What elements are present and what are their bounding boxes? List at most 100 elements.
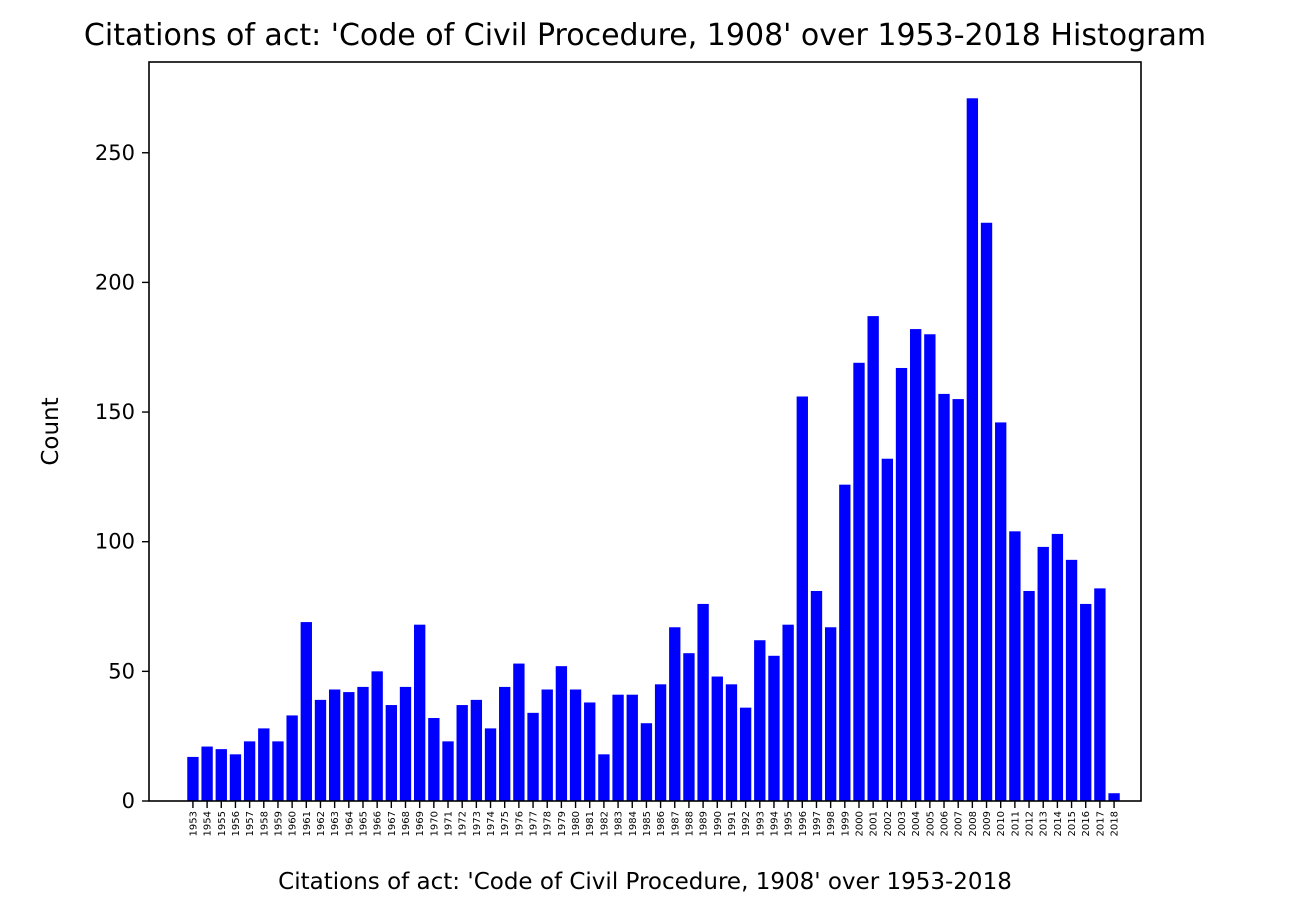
x-tick-label: 1994 — [769, 811, 780, 836]
x-tick-label: 1960 — [288, 811, 299, 836]
y-tick-label: 250 — [95, 141, 135, 165]
x-tick-label: 1996 — [798, 811, 809, 836]
x-tick-label: 1967 — [387, 811, 398, 836]
x-tick-label: 2002 — [883, 811, 894, 836]
bar-2006 — [938, 393, 950, 801]
x-tick-label: 1961 — [302, 811, 313, 836]
bar-1995 — [782, 624, 794, 801]
bar-1977 — [527, 712, 539, 801]
bar-2018 — [1108, 793, 1120, 801]
bar-2003 — [895, 367, 908, 801]
x-tick-label: 2017 — [1095, 811, 1106, 836]
x-tick-label: 1995 — [784, 811, 795, 836]
bar-1983 — [612, 694, 624, 801]
x-tick-label: 1998 — [826, 811, 837, 836]
bar-2011 — [1009, 531, 1021, 801]
x-tick-label: 1959 — [273, 811, 284, 836]
bar-2008 — [966, 98, 979, 802]
bar-1969 — [414, 624, 426, 801]
bar-1966 — [371, 671, 383, 801]
bar-1960 — [286, 715, 298, 801]
x-tick-label: 1958 — [259, 811, 270, 836]
bar-1970 — [428, 718, 440, 801]
x-tick-label: 1984 — [628, 811, 639, 836]
x-tick-label: 1974 — [486, 811, 497, 836]
y-tick-label: 50 — [108, 659, 135, 683]
bar-1984 — [626, 694, 638, 801]
x-tick-label: 1990 — [713, 811, 724, 836]
x-tick-label: 1953 — [188, 811, 199, 836]
bar-2010 — [995, 422, 1007, 801]
x-tick-label: 2015 — [1067, 811, 1078, 836]
bar-2000 — [853, 362, 865, 801]
x-tick-label: 1987 — [670, 811, 681, 836]
x-tick-label: 1989 — [699, 811, 710, 836]
x-tick-label: 1954 — [203, 811, 214, 836]
x-tick-label: 2013 — [1039, 811, 1050, 836]
bar-2004 — [910, 329, 922, 801]
x-tick-label: 2003 — [897, 811, 908, 836]
x-tick-label: 2012 — [1025, 811, 1036, 836]
bar-1958 — [258, 728, 270, 801]
x-axis-label: Citations of act: 'Code of Civil Procedu… — [278, 869, 1012, 895]
x-axis-ticks: 1953 1954 1955 1956 1957 1958 1959 1960 1961 1962… — [188, 801, 1121, 836]
bar-2014 — [1051, 533, 1064, 801]
bar-1962 — [314, 699, 327, 801]
x-tick-label: 1997 — [812, 811, 823, 836]
bar-2012 — [1023, 590, 1035, 801]
x-tick-label: 1970 — [429, 811, 440, 836]
x-tick-label: 2000 — [854, 811, 865, 836]
bar-1989 — [697, 603, 709, 801]
x-tick-label: 1978 — [543, 811, 554, 836]
x-tick-label: 1991 — [727, 811, 738, 836]
y-axis-label: Count — [38, 397, 64, 465]
bar-2017 — [1094, 588, 1106, 801]
bar-1979 — [555, 666, 568, 801]
x-tick-label: 1982 — [599, 811, 610, 836]
bar-1985 — [640, 723, 653, 801]
x-tick-label: 1971 — [444, 811, 455, 836]
y-tick-label: 150 — [95, 400, 135, 424]
x-tick-label: 1969 — [415, 811, 426, 836]
bar-2002 — [881, 458, 893, 801]
bar-2001 — [867, 316, 879, 801]
y-tick-label: 100 — [95, 530, 135, 554]
bar-1998 — [824, 627, 837, 801]
x-tick-label: 2016 — [1081, 811, 1092, 836]
bar-1988 — [683, 653, 695, 801]
bar-1986 — [654, 684, 667, 801]
x-tick-label: 1999 — [840, 811, 851, 836]
bar-1976 — [513, 663, 525, 801]
x-tick-label: 2010 — [996, 811, 1007, 836]
x-tick-label: 2008 — [968, 811, 979, 836]
y-tick-label: 200 — [95, 270, 135, 294]
bar-1973 — [470, 699, 483, 801]
bar-1956 — [229, 754, 242, 801]
x-tick-label: 1972 — [458, 811, 469, 836]
x-tick-label: 1962 — [316, 811, 327, 836]
bar-1981 — [584, 702, 596, 801]
x-tick-label: 1985 — [642, 811, 653, 836]
x-tick-label: 2006 — [940, 811, 951, 836]
x-tick-label: 1968 — [401, 811, 412, 836]
x-tick-label: 1975 — [500, 811, 511, 836]
bar-1954 — [201, 746, 213, 801]
bar-1963 — [328, 689, 341, 801]
x-tick-label: 1955 — [217, 811, 228, 836]
bar-2007 — [952, 399, 964, 801]
x-tick-label: 1963 — [330, 811, 341, 836]
bar-1974 — [484, 728, 497, 801]
x-tick-label: 1976 — [514, 811, 525, 836]
bar-1996 — [796, 396, 808, 801]
bar-1999 — [839, 484, 851, 801]
x-tick-label: 2007 — [954, 811, 965, 836]
bar-1975 — [499, 686, 511, 801]
bar-1997 — [810, 590, 823, 801]
plot-frame — [148, 61, 1142, 802]
bar-1953 — [187, 756, 199, 801]
bar-1987 — [669, 627, 681, 801]
bar-1990 — [711, 676, 723, 801]
bar-2009 — [980, 222, 993, 801]
bar-1982 — [598, 754, 610, 801]
